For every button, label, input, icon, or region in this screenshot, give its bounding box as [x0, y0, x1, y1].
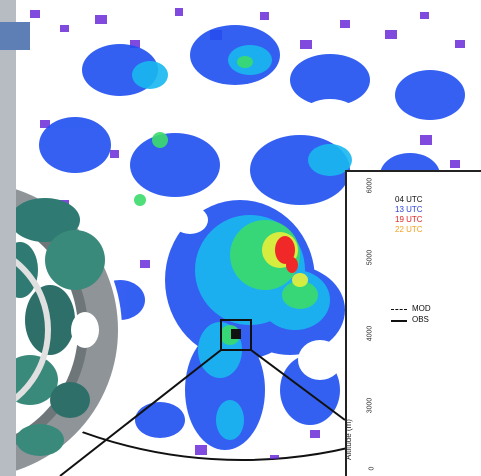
legend-19-utc: 19 UTC	[395, 215, 423, 224]
y-axis-title: Altitude (m)	[344, 419, 353, 460]
y-tick-label: 4000	[366, 325, 374, 342]
y-tick-label: 0	[368, 466, 376, 471]
zoom-box	[220, 319, 252, 351]
y-tick-label: 5000	[366, 249, 374, 266]
legend-line-mod	[391, 309, 407, 310]
legend-line-obs	[391, 320, 407, 322]
legend-04-utc: 04 UTC	[395, 195, 423, 204]
left-edge-band	[0, 0, 16, 476]
top-left-tab	[0, 22, 30, 50]
legend-22-utc: 22 UTC	[395, 225, 423, 234]
legend-13-utc: 13 UTC	[395, 205, 423, 214]
legend-mod: MOD	[412, 304, 431, 313]
zoom-line-right	[250, 349, 346, 421]
y-tick-label: 6000	[366, 177, 374, 194]
profile-chart-panel	[345, 170, 481, 476]
zoom-center-marker	[231, 329, 241, 339]
legend-obs: OBS	[412, 315, 429, 324]
radar-echo-field	[27, 8, 465, 460]
inset-lens-inner-ring	[0, 248, 51, 412]
zoom-line-left	[59, 349, 222, 476]
